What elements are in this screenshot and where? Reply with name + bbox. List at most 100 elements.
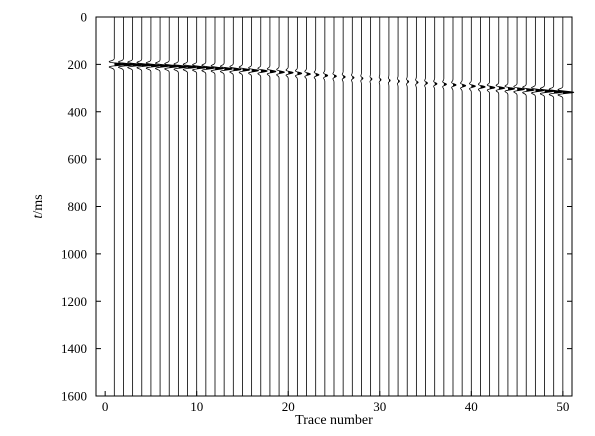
trace-fill bbox=[562, 90, 574, 94]
trace-wiggle bbox=[220, 16, 233, 397]
trace-wiggle bbox=[433, 17, 438, 396]
y-tick-label: 1600 bbox=[61, 389, 87, 404]
trace-wiggle bbox=[539, 16, 555, 397]
trace-wiggle bbox=[295, 17, 303, 396]
trace-fill bbox=[160, 64, 171, 68]
trace-wiggle bbox=[285, 16, 294, 397]
trace-33 bbox=[406, 17, 410, 396]
y-tick-label: 200 bbox=[68, 57, 88, 72]
y-axis-label-unit: /ms bbox=[31, 194, 46, 214]
x-tick-label: 0 bbox=[102, 399, 109, 414]
trace-fill bbox=[480, 85, 486, 89]
trace-7 bbox=[164, 16, 180, 397]
x-tick-label: 30 bbox=[373, 399, 386, 414]
trace-wiggle bbox=[238, 16, 251, 397]
trace-fill bbox=[288, 71, 294, 75]
trace-wiggle bbox=[145, 16, 162, 397]
trace-wiggle bbox=[504, 16, 516, 397]
y-tick-label: 1000 bbox=[61, 246, 87, 261]
trace-wiggle bbox=[155, 16, 171, 397]
trace-wiggle bbox=[522, 16, 535, 397]
trace-fill bbox=[260, 69, 268, 73]
trace-10 bbox=[192, 16, 207, 397]
trace-fill bbox=[233, 67, 242, 71]
trace-4 bbox=[136, 16, 154, 397]
trace-fill bbox=[489, 86, 495, 90]
trace-wiggle bbox=[397, 16, 400, 397]
trace-fill bbox=[279, 70, 285, 74]
trace-30 bbox=[378, 17, 382, 396]
trace-23 bbox=[313, 17, 320, 396]
trace-fill bbox=[553, 90, 564, 94]
y-tick-label: 600 bbox=[68, 152, 88, 167]
trace-wiggle bbox=[201, 16, 216, 397]
trace-wiggle bbox=[442, 16, 447, 397]
trace-fill bbox=[443, 82, 447, 86]
y-axis-label-symbol: t bbox=[31, 214, 46, 219]
trace-19 bbox=[276, 16, 285, 397]
trace-18 bbox=[266, 16, 277, 397]
trace-17 bbox=[257, 16, 268, 397]
trace-49 bbox=[548, 16, 565, 397]
trace-fill bbox=[507, 87, 515, 91]
y-tick-label: 800 bbox=[68, 199, 88, 214]
y-tick-label: 400 bbox=[68, 104, 88, 119]
trace-wiggle bbox=[266, 16, 277, 397]
trace-38 bbox=[451, 16, 457, 397]
trace-wiggle bbox=[229, 16, 242, 397]
trace-fill bbox=[187, 65, 198, 69]
trace-wiggle bbox=[451, 16, 457, 397]
y-tick-label: 1400 bbox=[61, 341, 87, 356]
trace-fill bbox=[306, 72, 311, 76]
trace-6 bbox=[155, 16, 171, 397]
trace-26 bbox=[341, 17, 346, 396]
trace-fill bbox=[434, 82, 437, 86]
trace-20 bbox=[285, 16, 294, 397]
trace-wiggle bbox=[424, 16, 428, 397]
x-tick-label: 40 bbox=[465, 399, 478, 414]
trace-fill bbox=[343, 75, 346, 79]
trace-11 bbox=[201, 16, 216, 397]
trace-45 bbox=[513, 16, 525, 397]
trace-34 bbox=[415, 17, 419, 396]
trace-fill bbox=[132, 63, 144, 67]
trace-fill bbox=[517, 87, 525, 91]
y-tick-label: 1200 bbox=[61, 294, 87, 309]
trace-22 bbox=[304, 16, 311, 397]
x-axis: 0 10 20 30 40 50 bbox=[102, 391, 569, 414]
trace-wiggle bbox=[192, 16, 207, 397]
trace-29 bbox=[369, 16, 373, 397]
trace-43 bbox=[495, 16, 506, 397]
trace-fill bbox=[205, 66, 215, 70]
trace-wiggle bbox=[276, 16, 285, 397]
trace-27 bbox=[351, 16, 355, 397]
trace-fill bbox=[544, 89, 554, 93]
trace-wiggle bbox=[387, 17, 391, 396]
trace-12 bbox=[210, 16, 225, 397]
trace-14 bbox=[229, 16, 242, 397]
trace-wiggle bbox=[304, 16, 311, 397]
trace-fill bbox=[150, 64, 162, 68]
trace-46 bbox=[522, 16, 535, 397]
trace-wiggle bbox=[257, 16, 268, 397]
trace-wiggle bbox=[313, 17, 320, 396]
y-axis: 0 200 400 600 800 1000 1200 1400 1600 bbox=[61, 10, 572, 404]
trace-8 bbox=[173, 16, 189, 397]
trace-35 bbox=[424, 16, 428, 397]
trace-44 bbox=[504, 16, 516, 397]
trace-16 bbox=[248, 16, 259, 397]
trace-layer bbox=[108, 16, 575, 397]
trace-fill bbox=[215, 66, 224, 70]
trace-wiggle bbox=[351, 16, 355, 397]
trace-fill bbox=[251, 69, 259, 73]
trace-wiggle bbox=[513, 16, 525, 397]
trace-5 bbox=[145, 16, 162, 397]
trace-fill bbox=[462, 84, 466, 88]
trace-41 bbox=[477, 16, 486, 397]
trace-42 bbox=[486, 16, 496, 397]
trace-wiggle bbox=[486, 16, 496, 397]
x-tick-label: 50 bbox=[556, 399, 569, 414]
trace-fill bbox=[471, 84, 476, 88]
trace-wiggle bbox=[469, 16, 476, 397]
trace-fill bbox=[169, 64, 180, 68]
